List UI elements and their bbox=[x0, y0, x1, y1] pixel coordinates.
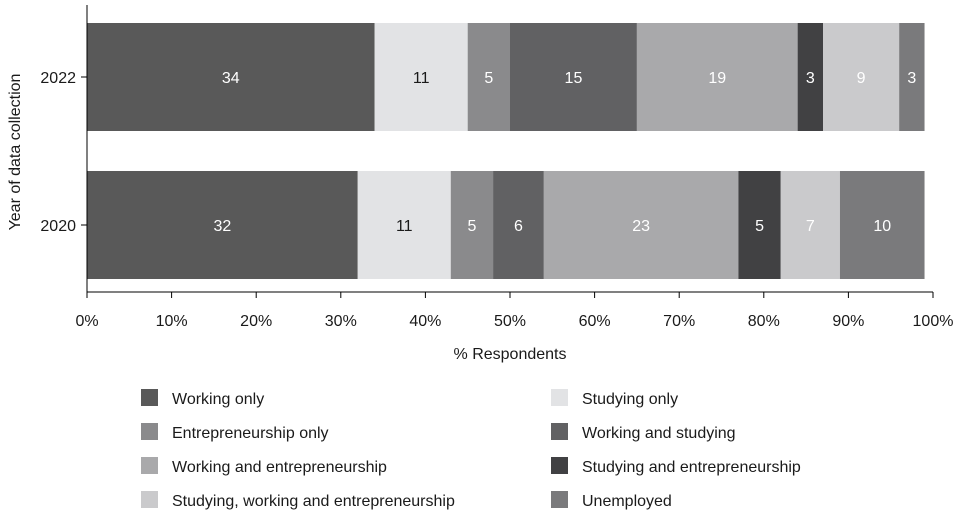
x-axis-title: % Respondents bbox=[454, 346, 567, 363]
y-tick-label: 2020 bbox=[40, 218, 76, 235]
x-tick-label: 20% bbox=[240, 313, 272, 330]
data-label: 32 bbox=[213, 218, 231, 235]
legend-label: Working and entrepreneurship bbox=[172, 459, 387, 476]
legend-item: Studying, working and entrepreneurship bbox=[141, 491, 455, 510]
bar-segment bbox=[374, 23, 468, 131]
bar-segment bbox=[87, 23, 375, 131]
bar-segment bbox=[780, 171, 840, 279]
x-tick-label: 10% bbox=[156, 313, 188, 330]
bar-segment bbox=[738, 171, 781, 279]
data-label: 34 bbox=[222, 70, 240, 87]
y-tick-label: 2022 bbox=[40, 70, 76, 87]
legend-swatch bbox=[141, 491, 158, 508]
x-tick-label: 40% bbox=[409, 313, 441, 330]
bar-segment bbox=[899, 23, 925, 131]
legend: Working only Studying only Entrepreneurshi… bbox=[141, 389, 801, 510]
data-label: 11 bbox=[396, 218, 413, 235]
bar-segment bbox=[493, 171, 544, 279]
data-label: 5 bbox=[467, 218, 476, 235]
data-label: 15 bbox=[565, 70, 583, 87]
data-label: 11 bbox=[413, 70, 430, 87]
y-axis-title: Year of data collection bbox=[7, 74, 24, 231]
legend-item: Working and studying bbox=[551, 423, 736, 442]
x-tick-label: 60% bbox=[579, 313, 611, 330]
axes-layer: 0% 10% 20% 30% 40% 50% 60% 70% 80% 90% 100% 202220… bbox=[7, 5, 953, 363]
legend-item: Working only bbox=[141, 389, 264, 408]
legend-label: Studying only bbox=[582, 391, 678, 408]
bar-segment bbox=[839, 171, 925, 279]
legend-label: Studying, working and entrepreneurship bbox=[172, 493, 455, 510]
legend-item: Studying and entrepreneurship bbox=[551, 457, 801, 476]
legend-swatch bbox=[141, 423, 158, 440]
data-label: 23 bbox=[632, 218, 650, 235]
legend-label: Working only bbox=[172, 391, 264, 408]
legend-item: Unemployed bbox=[551, 491, 672, 510]
data-label: 6 bbox=[514, 218, 523, 235]
data-label: 10 bbox=[873, 218, 891, 235]
bar-segment bbox=[510, 23, 637, 131]
bar-segment bbox=[467, 23, 510, 131]
legend-item: Studying only bbox=[551, 389, 678, 408]
bar-segment bbox=[357, 171, 451, 279]
legend-item: Working and entrepreneurship bbox=[141, 457, 387, 476]
bar-segment bbox=[823, 23, 900, 131]
x-tick-label: 90% bbox=[832, 313, 864, 330]
data-label: 7 bbox=[806, 218, 815, 235]
legend-swatch bbox=[141, 457, 158, 474]
x-tick-label: 50% bbox=[494, 313, 526, 330]
x-tick-label: 30% bbox=[325, 313, 357, 330]
legend-swatch bbox=[141, 389, 158, 406]
bar-segment bbox=[543, 171, 739, 279]
legend-swatch bbox=[551, 389, 568, 406]
data-label: 3 bbox=[806, 70, 815, 87]
legend-swatch bbox=[551, 423, 568, 440]
data-label: 9 bbox=[857, 70, 866, 87]
bar-segment bbox=[87, 171, 358, 279]
legend-label: Studying and entrepreneurship bbox=[582, 459, 801, 476]
data-label: 5 bbox=[484, 70, 493, 87]
legend-label: Entrepreneurship only bbox=[172, 425, 329, 442]
bar-segment bbox=[450, 171, 494, 279]
x-tick-label: 0% bbox=[75, 313, 98, 330]
legend-swatch bbox=[551, 491, 568, 508]
bars-layer: 34 11 5 15 19 3 9 3 32 11 5 6 23 5 7 10 bbox=[87, 23, 925, 279]
legend-swatch bbox=[551, 457, 568, 474]
bar-segment bbox=[797, 23, 824, 131]
legend-label: Working and studying bbox=[582, 425, 736, 442]
data-label: 5 bbox=[755, 218, 764, 235]
y-tick-group: 2022 2020 bbox=[40, 70, 87, 235]
x-tick-label: 70% bbox=[663, 313, 695, 330]
legend-item: Entrepreneurship only bbox=[141, 423, 329, 442]
x-tick-label: 100% bbox=[913, 313, 954, 330]
data-label: 19 bbox=[708, 70, 726, 87]
x-tick-label: 80% bbox=[748, 313, 780, 330]
x-tick-group: 0% 10% 20% 30% 40% 50% 60% 70% 80% 90% 100% bbox=[75, 292, 953, 330]
data-label: 3 bbox=[907, 70, 916, 87]
bar-segment bbox=[636, 23, 798, 131]
legend-label: Unemployed bbox=[582, 493, 672, 510]
